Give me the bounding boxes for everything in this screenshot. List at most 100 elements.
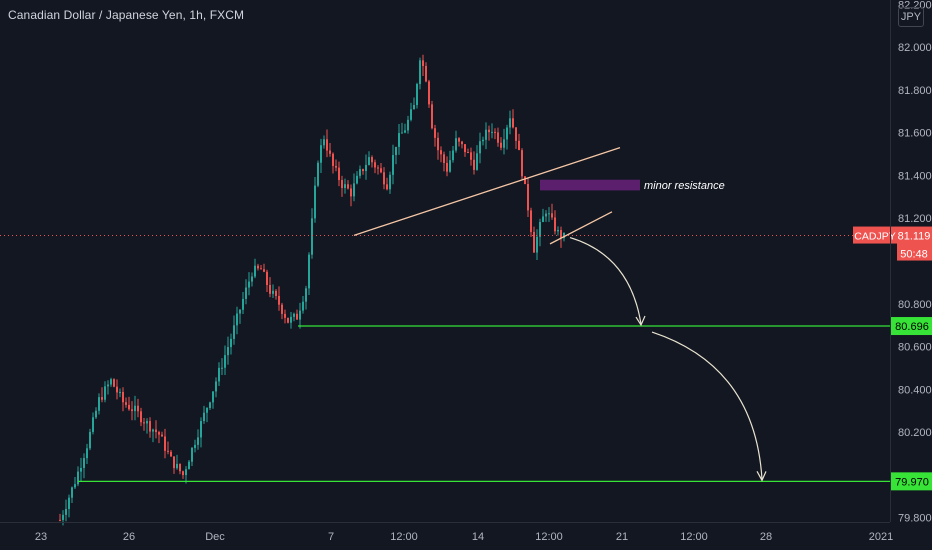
x-tick-label: Dec [205,531,225,543]
candle-body [542,216,544,222]
candle-body [269,285,271,294]
candle-body [110,379,112,385]
candle-body [275,290,277,296]
candle-body [65,508,67,515]
projection-arrow-1[interactable] [569,236,642,325]
candle-body [416,84,418,106]
candle-body [362,169,364,172]
candle-body [545,213,547,217]
candle-body [215,381,217,392]
y-tick-label: 79.800 [898,513,932,525]
candle-body [353,183,355,197]
y-tick-label: 80.200 [898,427,932,439]
trendline-lower[interactable] [549,211,613,245]
y-tick-label: 80.800 [898,299,932,311]
support-level-tag [891,472,932,491]
arrowhead-2 [756,471,767,482]
candle-body [359,169,361,176]
candle-body [395,146,397,156]
y-tick-label: 80.600 [898,342,932,354]
candle-body [122,391,124,403]
candle-body [455,138,457,151]
candle-body [464,144,466,153]
candle-body [290,316,292,323]
x-tick-label: 28 [760,531,772,543]
candle-body [554,217,556,232]
y-tick-label: 82.200 [898,0,932,11]
resistance-zone[interactable] [540,179,640,191]
candle-body [473,159,475,170]
candle-body [287,317,289,323]
price-axis-divider [890,0,891,522]
candle-body [317,162,319,186]
candle-body [74,484,76,488]
candle-body [314,185,316,219]
candle-body [119,391,121,393]
candle-body [320,145,322,163]
candle-body [524,176,526,184]
candle-body [371,157,373,163]
candle-body [512,118,514,128]
candle-body [155,429,157,433]
y-tick-label: 80.400 [898,384,932,396]
candle-body [425,65,427,82]
candle-body [386,184,388,190]
candle-body [449,160,451,172]
candle-body [401,132,403,134]
candle-body [380,168,382,173]
candle-body [356,175,358,184]
candle-body [146,421,148,424]
last-price-label: 81.119 [898,231,931,243]
candle-body [251,276,253,282]
candle-body [113,379,115,387]
candle-body [437,137,439,151]
x-tick-label: 23 [35,531,47,543]
arrowhead-1 [635,315,646,327]
candle-body [77,471,79,485]
candle-body [299,310,301,320]
candle-body [335,165,337,168]
candle-body [236,313,238,326]
candle-body [71,487,73,498]
candle-body [170,451,172,457]
candle-body [446,162,448,172]
candle-body [302,301,304,311]
trendline-upper[interactable] [353,146,621,236]
candle-body [218,367,220,382]
x-tick-label: 7 [328,531,334,543]
support-level-tag [891,317,932,336]
candle-body [326,139,328,151]
candle-body [164,436,166,451]
candle-body [368,157,370,165]
candle-body [152,429,154,432]
candle-body [323,139,325,146]
candle-body [398,133,400,147]
candle-body [518,140,520,151]
candle-body [239,309,241,314]
candle-body [341,180,343,189]
last-price-tag [897,226,932,261]
candle-body [167,450,169,452]
candle-body [413,105,415,110]
candle-body [260,268,262,270]
currency-badge[interactable]: JPY [898,7,924,27]
candle-body [185,469,187,476]
candle-body [131,409,133,412]
candle-body [308,254,310,289]
candle-body [536,236,538,253]
candle-body [179,463,181,472]
y-tick-label: 81.600 [898,128,932,140]
candle-body [266,271,268,286]
candle-body [509,118,511,128]
candle-body [488,129,490,133]
countdown-label: 50:48 [900,249,928,261]
candle-body [197,437,199,445]
candle-body [257,265,259,269]
candle-body [506,127,508,140]
projection-arrow-2[interactable] [651,331,763,480]
candle-body [389,174,391,190]
candle-body [125,402,127,405]
candle-body [86,448,88,459]
candle-body [497,132,499,143]
